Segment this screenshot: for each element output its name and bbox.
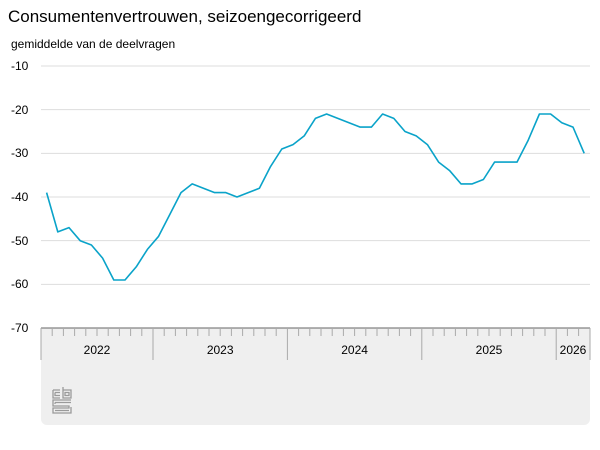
y-tick-label: -70: [11, 321, 29, 335]
y-tick-label: -20: [11, 102, 29, 117]
x-year-label: 2023: [206, 343, 234, 357]
gridlines: [41, 65, 590, 329]
cbs-logo-icon: [52, 386, 72, 419]
x-year-label: 2022: [83, 343, 111, 357]
x-year-label: 2026: [559, 343, 587, 357]
x-year-label: 2024: [341, 343, 368, 357]
y-tick-label: -60: [11, 277, 29, 292]
y-tick-label: -10: [11, 59, 29, 73]
x-axis-ticks: [40, 328, 591, 360]
x-year-label: 2025: [475, 343, 503, 357]
x-axis-panel: [41, 328, 590, 425]
chart-title: Consumentenvertrouwen, seizoengecorrigee…: [8, 7, 362, 26]
chart-subtitle: gemiddelde van de deelvragen: [11, 37, 176, 51]
series-line: [45, 113, 585, 281]
y-tick-label: -30: [11, 146, 29, 161]
y-tick-label: -40: [11, 190, 29, 204]
y-tick-label: -50: [11, 233, 29, 248]
